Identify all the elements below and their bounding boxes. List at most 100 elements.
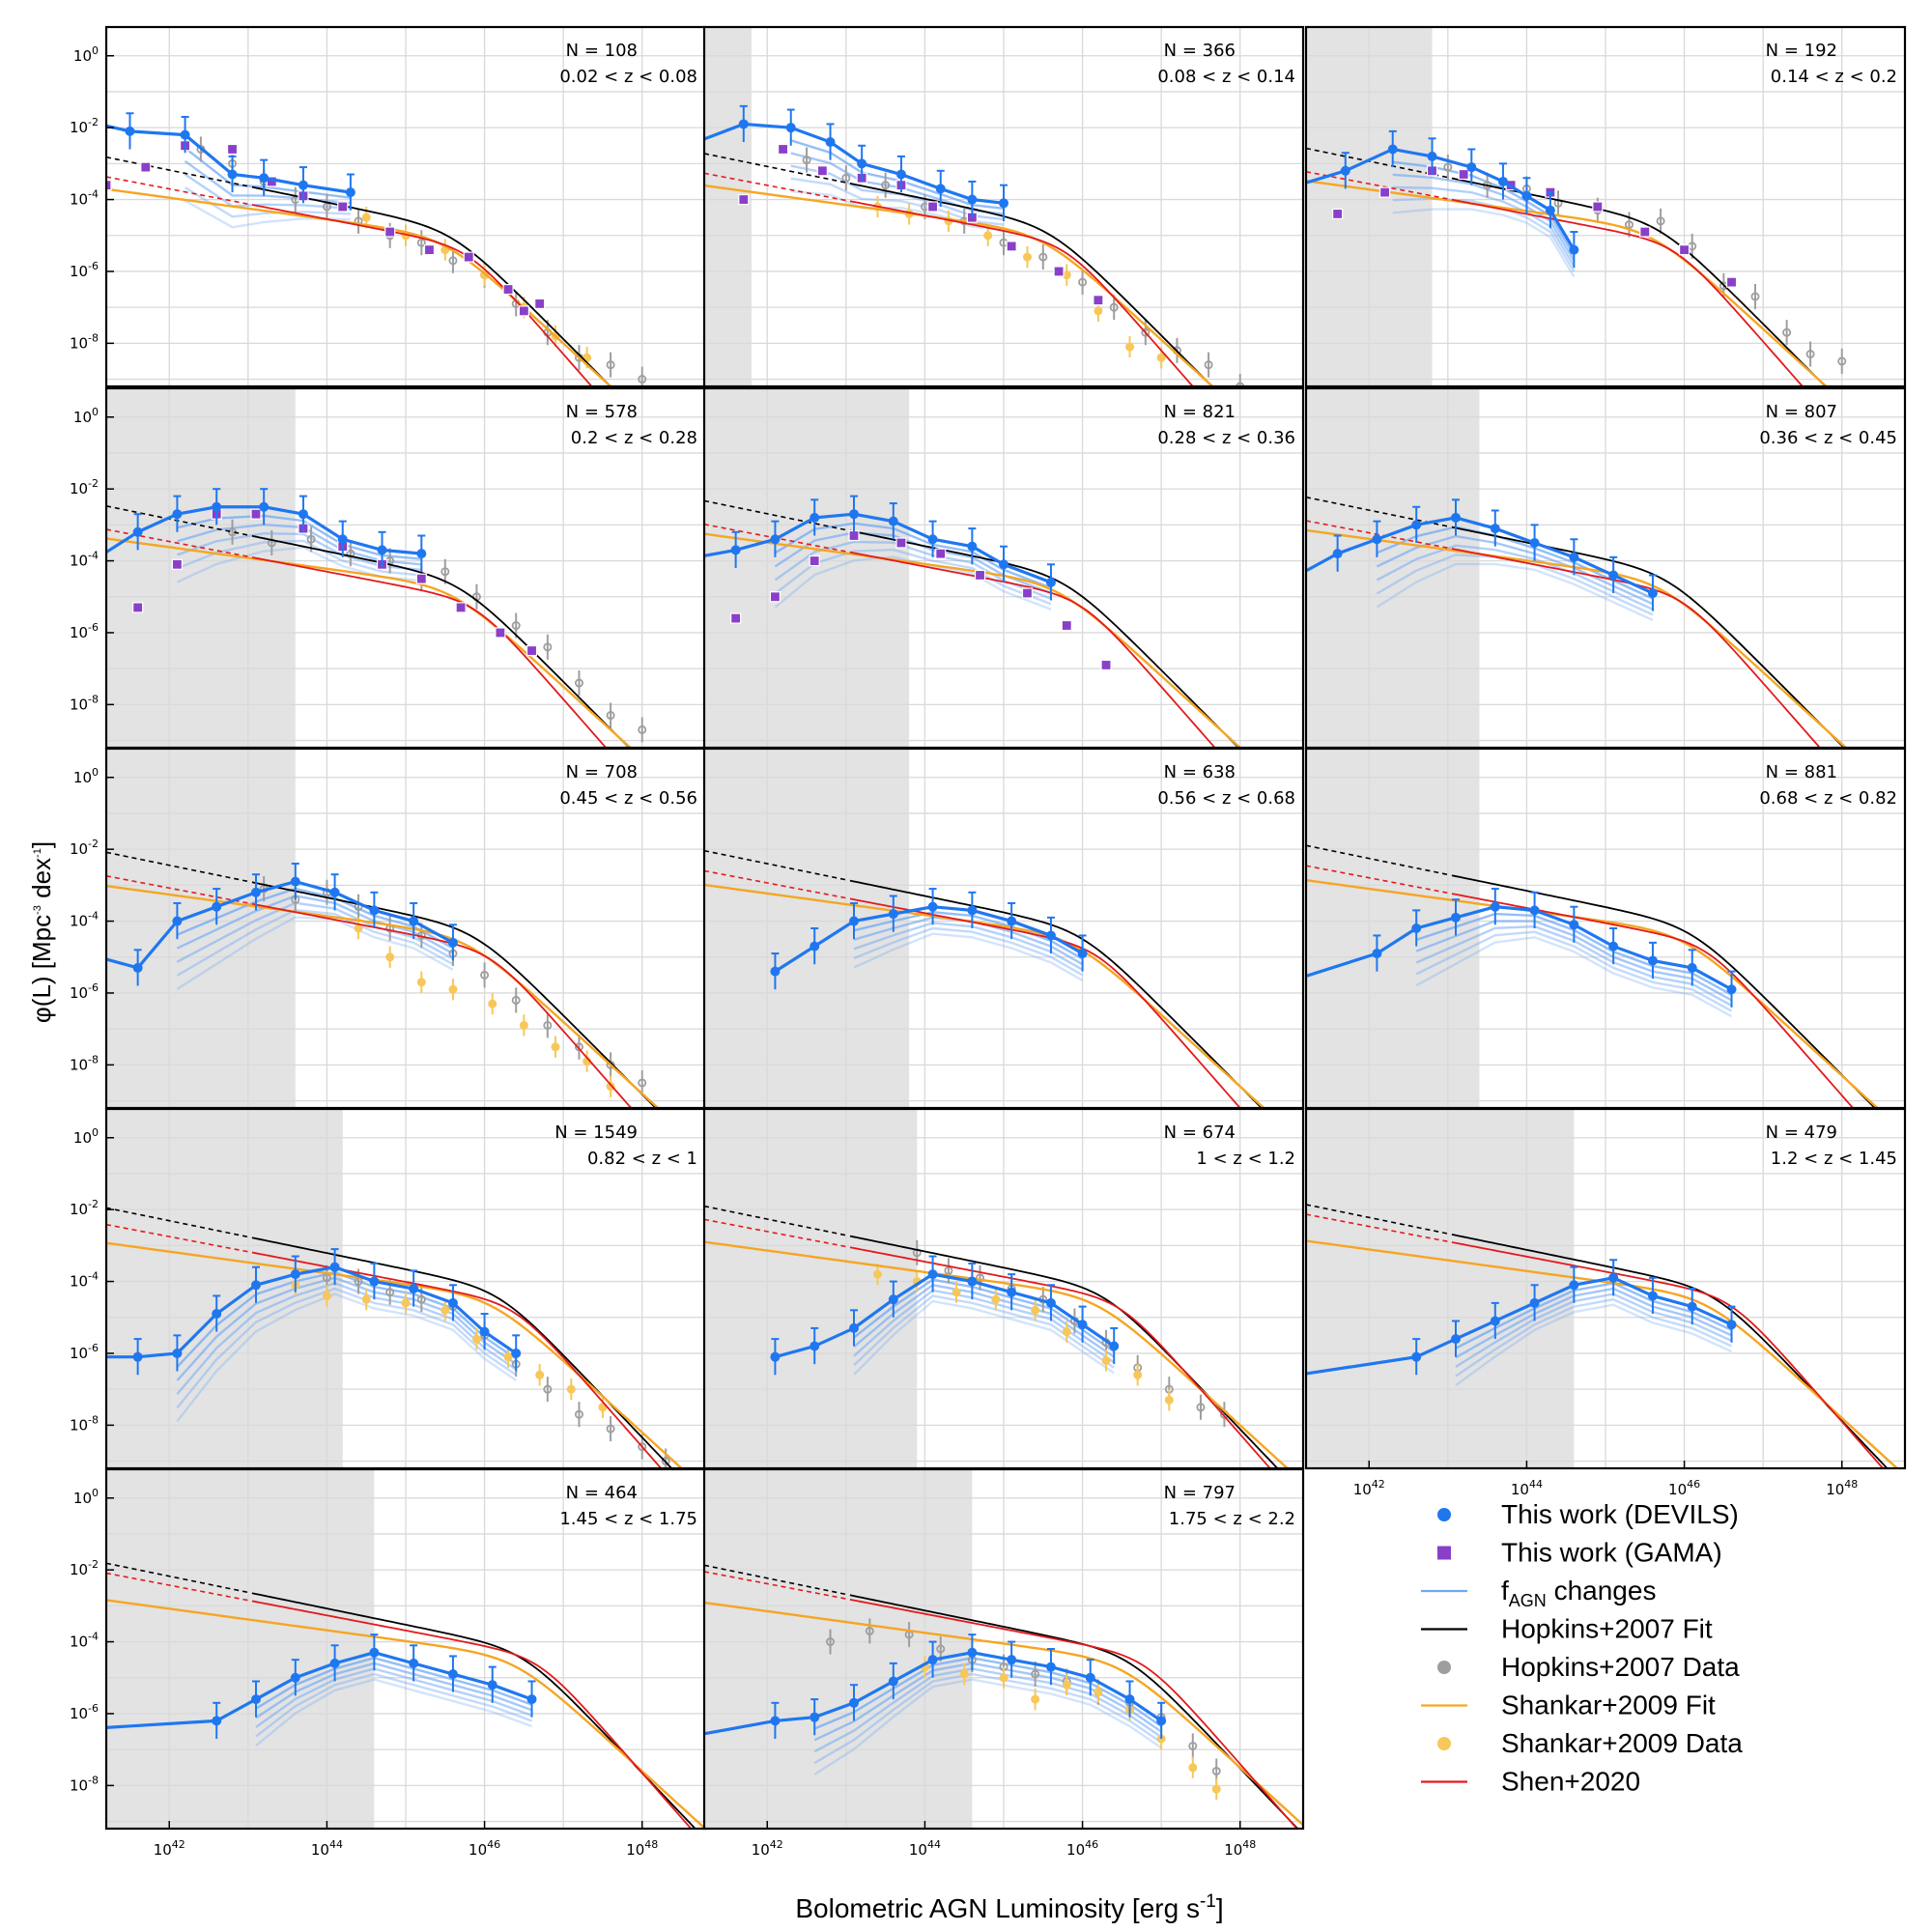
panel-z-label: 0.08 < z < 0.14 bbox=[1157, 67, 1295, 87]
gama-data-point bbox=[106, 180, 112, 191]
gama-data-point bbox=[495, 627, 506, 639]
legend-label: Hopkins+2007 Data bbox=[1501, 1652, 1740, 1682]
panel-7: N = 708 0.45 < z < 0.56 100 10-2 10-4 10-6 10-… bbox=[70, 747, 707, 1110]
devils-data-point bbox=[94, 1723, 103, 1733]
panel-frame bbox=[1304, 1107, 1907, 1470]
hopkins-fit-extrapolation bbox=[1306, 844, 1449, 876]
y-tick-label: 10-4 bbox=[70, 910, 99, 930]
panel-plot-area bbox=[704, 1469, 1303, 1829]
panel-plot-area bbox=[1306, 388, 1905, 748]
x-tick-label: 1044 bbox=[311, 1838, 343, 1859]
devils-data-point bbox=[337, 534, 348, 545]
gama-data-point bbox=[816, 165, 828, 177]
gama-data-point bbox=[132, 602, 144, 613]
hopkins-data-point bbox=[826, 1637, 836, 1647]
shen-fit-line bbox=[251, 902, 633, 1108]
devils-data-point bbox=[479, 1326, 490, 1337]
y-tick-label: 10-2 bbox=[70, 838, 99, 858]
devils-data-point bbox=[1490, 1316, 1500, 1326]
devils-data-point bbox=[329, 1262, 340, 1272]
gama-data-point bbox=[1639, 226, 1651, 238]
fagn-change-line bbox=[1376, 544, 1654, 611]
shen-fit-extrapolation bbox=[106, 1223, 248, 1253]
panel-plot-area bbox=[106, 749, 705, 1108]
shankar-data-point bbox=[551, 1042, 560, 1052]
devils-data-point bbox=[1109, 1341, 1120, 1351]
gama-data-point bbox=[415, 573, 427, 584]
incompleteness-shade bbox=[1306, 1109, 1575, 1468]
shen-fit-line bbox=[849, 200, 1194, 386]
shen-fit-line bbox=[1451, 198, 1804, 386]
y-axis-label: φ(L) [Mpc-3 dex-1] bbox=[27, 841, 56, 1023]
devils-data-point bbox=[1411, 1351, 1422, 1362]
gama-data-point bbox=[730, 612, 742, 624]
hopkins-data-point bbox=[322, 1273, 331, 1283]
shankar-data-point bbox=[1094, 1688, 1103, 1697]
devils-data-point bbox=[999, 198, 1009, 209]
gama-data-point bbox=[895, 537, 907, 549]
shen-fit-extrapolation bbox=[704, 1571, 846, 1600]
legend: This work (DEVILS) This work (GAMA) fAGN c… bbox=[1421, 1499, 1743, 1797]
y-tick-label: 10-4 bbox=[70, 550, 99, 570]
gama-data-point bbox=[1678, 244, 1690, 256]
hopkins-data-point bbox=[480, 970, 490, 980]
hopkins-data-point bbox=[1038, 252, 1048, 262]
panel-plot-area bbox=[106, 27, 705, 386]
shen-fit-line bbox=[849, 551, 1216, 748]
hopkins-data-point bbox=[543, 1020, 553, 1030]
gama-data-point bbox=[534, 298, 546, 310]
hopkins-data-point bbox=[511, 995, 521, 1005]
panel-z-label: 0.02 < z < 0.08 bbox=[559, 67, 697, 87]
shen-fit-extrapolation bbox=[1306, 1213, 1448, 1242]
shankar-data-point bbox=[1156, 353, 1166, 362]
panel-14: N = 797 1.75 < z < 2.2 1042 1044 1046 1048 bbox=[702, 1467, 1305, 1859]
hopkins-fit-extrapolation bbox=[704, 1205, 847, 1236]
shen-fit-line bbox=[1451, 1241, 1885, 1468]
fagn-change-line bbox=[853, 1289, 1115, 1364]
devils-data-point bbox=[526, 1694, 537, 1705]
panel-12: N = 479 1.2 < z < 1.45 1042 1044 1046 1048 bbox=[1304, 1107, 1907, 1498]
panel-z-label: 1 < z < 1.2 bbox=[1196, 1149, 1295, 1169]
x-tick-label: 1048 bbox=[626, 1838, 658, 1859]
gama-data-point bbox=[738, 193, 750, 206]
devils-data-point bbox=[251, 1694, 261, 1705]
devils-data-point bbox=[1608, 1272, 1619, 1283]
devils-data-point bbox=[999, 559, 1009, 570]
devils-data-point bbox=[1411, 520, 1422, 530]
panel-n-label: N = 881 bbox=[1766, 762, 1837, 782]
panel-10: N = 1549 0.82 < z < 1 100 10-2 10-4 10-6 10-8 bbox=[70, 1107, 707, 1470]
hopkins-data-point bbox=[1837, 356, 1847, 366]
devils-data-point bbox=[1451, 512, 1461, 523]
shankar-data-point bbox=[488, 999, 497, 1009]
gama-data-point bbox=[1061, 619, 1072, 632]
devils-data-point bbox=[1647, 588, 1658, 599]
legend-marker-circle bbox=[1437, 1508, 1451, 1521]
legend-label: Hopkins+2007 Fit bbox=[1501, 1614, 1713, 1644]
gama-data-point bbox=[1592, 201, 1604, 213]
hopkins-data-point bbox=[416, 1294, 426, 1304]
y-tick-label: 10-8 bbox=[70, 331, 99, 352]
devils-data-point bbox=[369, 1276, 380, 1287]
shankar-data-point bbox=[503, 1352, 513, 1362]
gama-data-point bbox=[848, 529, 860, 542]
shankar-data-point bbox=[991, 1294, 1001, 1304]
hopkins-data-point bbox=[1211, 1766, 1221, 1776]
fagn-change-line bbox=[255, 1662, 532, 1719]
fagn-change-line bbox=[1415, 930, 1733, 1012]
devils-line bbox=[774, 1272, 1116, 1359]
gama-data-point bbox=[769, 591, 781, 603]
legend-label: This work (GAMA) bbox=[1501, 1538, 1722, 1568]
gama-data-point bbox=[974, 569, 986, 582]
fagn-change-line bbox=[176, 916, 454, 990]
shankar-data-point bbox=[416, 978, 426, 987]
shankar-data-point bbox=[959, 1669, 969, 1679]
devils-data-point bbox=[1687, 962, 1697, 973]
fagn-change-line bbox=[813, 1667, 1162, 1753]
shankar-data-point bbox=[1031, 1305, 1040, 1315]
shen-fit-line bbox=[251, 556, 608, 748]
panel-plot-area bbox=[1306, 749, 1905, 1108]
gama-data-point bbox=[455, 602, 467, 613]
devils-data-point bbox=[935, 184, 946, 194]
devils-data-point bbox=[172, 509, 183, 520]
